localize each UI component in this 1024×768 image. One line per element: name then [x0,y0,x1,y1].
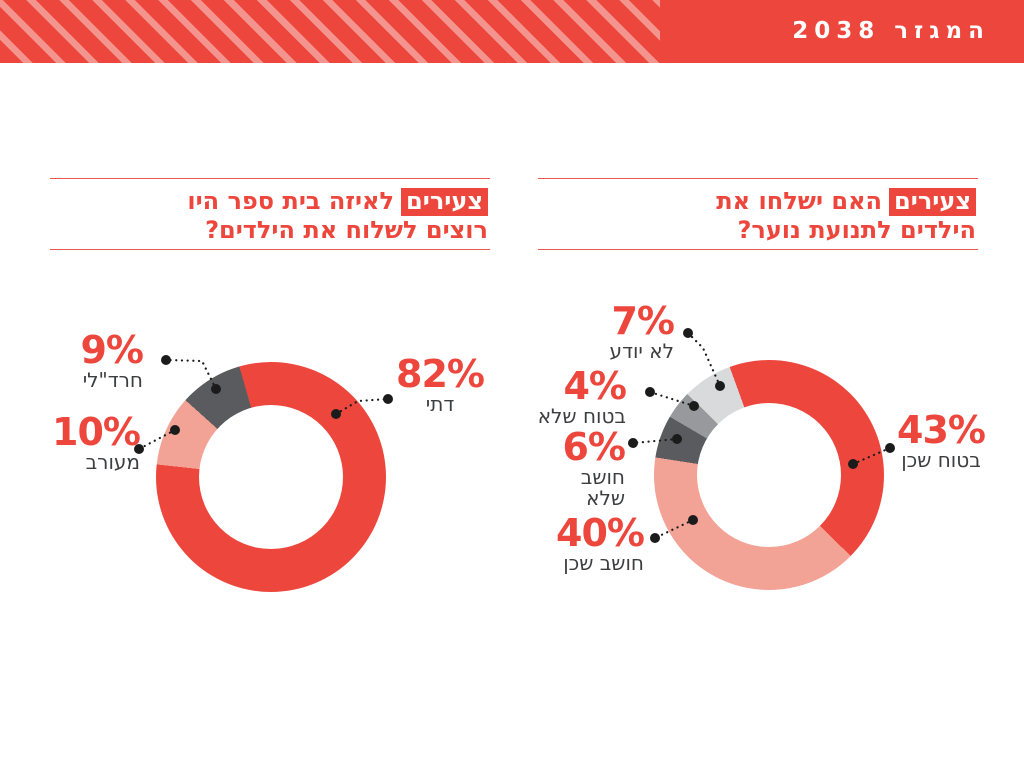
title-line-1: צעיריםלאיזה בית ספר היו [52,187,488,216]
slice-label-dont-know: 7% לא יודע [574,299,675,363]
diagonal-stripes-decoration [0,0,660,63]
title-line-2: רוצים לשלוח את הילדים? [205,216,488,244]
slice-label-meorav: 10% מעורב [40,410,141,474]
slice-category: בטוח שכן [901,448,981,472]
slice-label-sure-no: 4% בטוח שלא [526,364,627,428]
slice-category-line2: שלא [586,486,625,510]
donut-chart-schools [156,362,386,592]
title-line-1: צעיריםהאם ישלחו את [540,187,976,216]
title-line-1-rest: לאיזה בית ספר היו [187,187,395,215]
slice-percent: 40% [556,511,645,555]
slice-category: חושב שכן [563,551,644,575]
header-band: המגזר 2038 [0,0,1024,63]
slice-label-dati: 82% דתי [390,354,490,415]
title-line-2: הילדים לתנועת נוער? [737,216,976,244]
slice-percent: 6% [562,425,626,469]
slice-percent: 43% [897,408,986,452]
donut-hole [199,405,343,549]
slice-percent: 4% [563,364,627,408]
chart-title-schools: צעיריםלאיזה בית ספר היו רוצים לשלוח את ה… [50,178,490,250]
slice-percent: 7% [611,299,675,343]
donut-chart-youth-movement [654,360,884,590]
slice-category: לא יודע [609,339,674,363]
highlighted-word: צעירים [889,188,976,216]
title-line-1-rest: האם ישלחו את [716,187,883,215]
slice-label-sure-yes: 43% בטוח שכן [885,410,997,471]
donut-hole [697,403,841,547]
slice-category: בטוח שלא [537,404,626,428]
chart-title-youth-movement: צעיריםהאם ישלחו את הילדים לתנועת נוער? [538,178,978,250]
slice-percent: 9% [80,328,144,372]
slice-label-think-no: 6% חושב שלא [525,425,626,510]
slice-category: חרד"לי [82,368,143,392]
slice-category: חושב [580,465,625,489]
slice-percent: 82% [396,352,485,396]
slice-label-hardali: 9% חרד"לי [43,328,144,392]
brand-title: המגזר 2038 [792,18,990,44]
slice-percent: 10% [52,410,141,454]
slice-category: מעורב [85,450,140,474]
slice-label-think-yes: 40% חושב שכן [544,511,645,575]
highlighted-word: צעירים [401,188,488,216]
slice-category: דתי [425,392,455,416]
